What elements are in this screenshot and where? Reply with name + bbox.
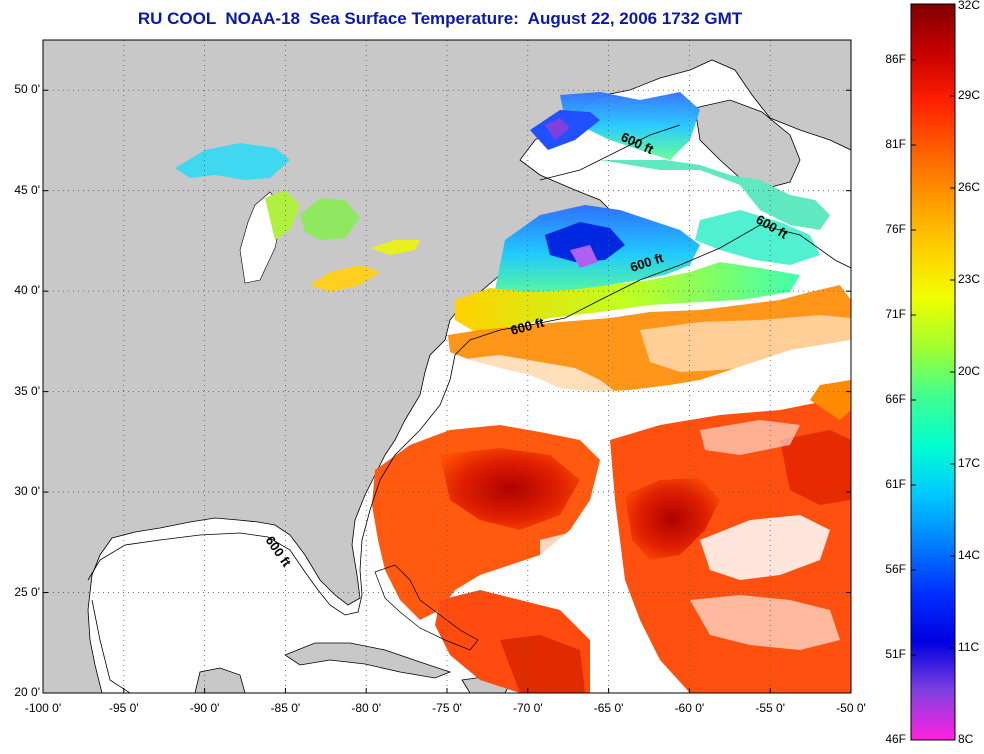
cold-water-region bbox=[455, 92, 830, 332]
lon-tick-label: -100 0' bbox=[24, 701, 62, 715]
lon-tick-label: -50 0' bbox=[836, 701, 866, 715]
lon-tick-label: -55 0' bbox=[755, 701, 786, 715]
fahrenheit-label: 81F bbox=[885, 137, 906, 151]
fahrenheit-label: 46F bbox=[885, 732, 906, 746]
warm-shelf-region bbox=[448, 285, 851, 410]
lon-tick-label: -60 0' bbox=[674, 701, 705, 715]
fahrenheit-label: 66F bbox=[885, 392, 906, 406]
celsius-label: 26C bbox=[958, 180, 981, 194]
lon-tick-label: -65 0' bbox=[593, 701, 624, 715]
lon-tick-label: -90 0' bbox=[189, 701, 220, 715]
lat-tick-label: 25 0' bbox=[14, 584, 40, 599]
lat-tick-label: 30 0' bbox=[14, 484, 40, 499]
lon-tick-label: -85 0' bbox=[270, 701, 301, 715]
land-newfoundland bbox=[694, 99, 801, 191]
lon-tick-label: -75 0' bbox=[432, 701, 462, 715]
land-north-america bbox=[43, 40, 851, 693]
celsius-label: 14C bbox=[958, 548, 981, 562]
fahrenheit-label: 51F bbox=[885, 647, 906, 661]
fahrenheit-label: 71F bbox=[885, 307, 906, 321]
colorbar-gradient bbox=[910, 3, 956, 741]
map-title: RU COOL NOAA-18 Sea Surface Temperature:… bbox=[137, 9, 743, 28]
warm-water-region bbox=[372, 380, 851, 693]
tick-marks bbox=[42, 89, 852, 694]
fahrenheit-label: 76F bbox=[885, 222, 906, 236]
celsius-label: 17C bbox=[958, 456, 981, 470]
celsius-label: 8C bbox=[958, 732, 974, 746]
lat-tick-label: 45 0' bbox=[14, 182, 40, 197]
celsius-label: 32C bbox=[958, 0, 981, 12]
great-lakes bbox=[175, 143, 420, 292]
celsius-label: 11C bbox=[958, 640, 980, 654]
land-cuba bbox=[284, 642, 452, 679]
lon-tick-label: -70 0' bbox=[512, 701, 543, 715]
fahrenheit-label: 61F bbox=[885, 477, 906, 491]
lat-tick-label: 20 0' bbox=[14, 685, 40, 699]
lon-tick-label: -80 0' bbox=[351, 701, 382, 715]
bahamas-banks bbox=[374, 564, 479, 651]
isobath-600ft bbox=[87, 124, 851, 693]
fahrenheit-label: 86F bbox=[885, 52, 906, 66]
celsius-label: 20C bbox=[958, 364, 981, 378]
fahrenheit-label: 56F bbox=[885, 562, 906, 576]
lat-tick-label: 50 0' bbox=[14, 82, 40, 97]
land-yucatan bbox=[194, 667, 246, 693]
celsius-label: 23C bbox=[958, 272, 981, 286]
colorbar-ticks bbox=[911, 3, 955, 741]
lat-tick-label: 35 0' bbox=[14, 383, 40, 398]
lat-tick-label: 40 0' bbox=[14, 283, 40, 298]
lon-tick-label: -95 0' bbox=[108, 701, 139, 715]
celsius-label: 29C bbox=[958, 88, 981, 102]
